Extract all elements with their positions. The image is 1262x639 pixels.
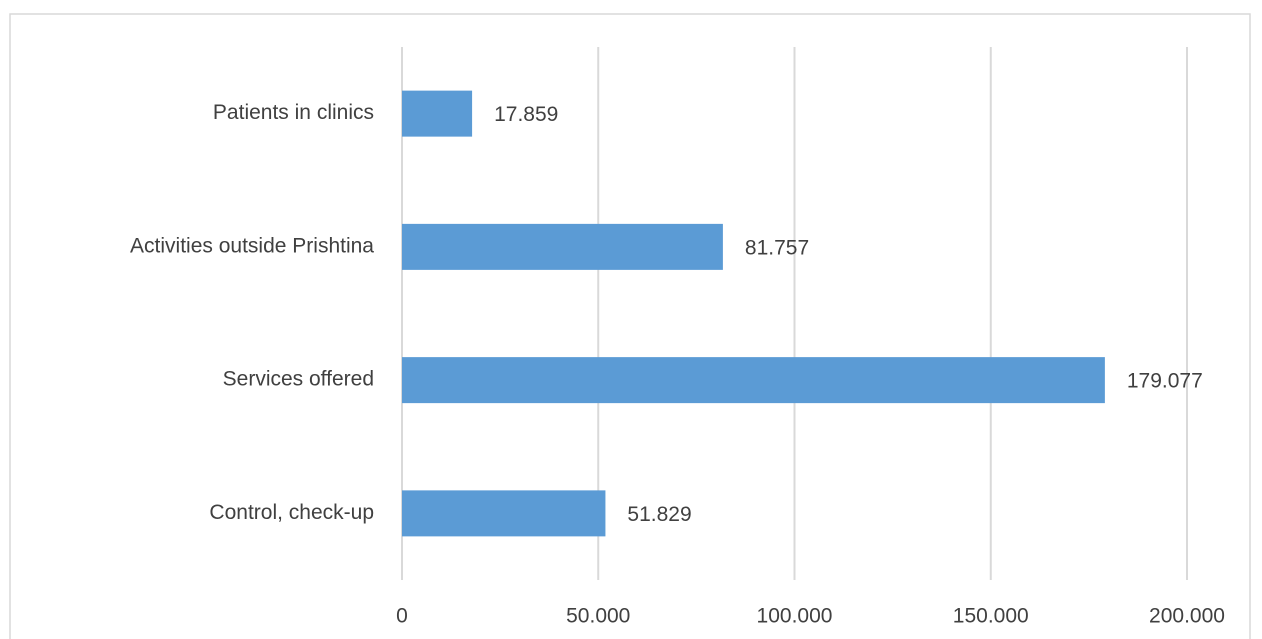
x-tick-label: 150.000 [953, 605, 1029, 628]
data-label: 81.757 [745, 236, 809, 259]
data-label: 179.077 [1127, 370, 1203, 393]
x-tick-label: 50.000 [566, 605, 630, 628]
data-label: 51.829 [627, 503, 691, 526]
chart-frame [9, 13, 1251, 639]
x-tick-label: 100.000 [757, 605, 833, 628]
y-tick-label: Patients in clinics [213, 101, 374, 124]
y-tick-label: Control, check-up [209, 501, 374, 524]
bar [402, 357, 1105, 404]
bar [402, 223, 723, 270]
bar [402, 90, 473, 137]
bar [402, 490, 606, 537]
y-tick-label: Activities outside Prishtina [130, 234, 374, 257]
y-tick-label: Services offered [223, 368, 374, 391]
x-tick-label: 0 [396, 605, 408, 628]
data-label: 17.859 [494, 103, 558, 126]
x-tick-label: 200.000 [1149, 605, 1225, 628]
